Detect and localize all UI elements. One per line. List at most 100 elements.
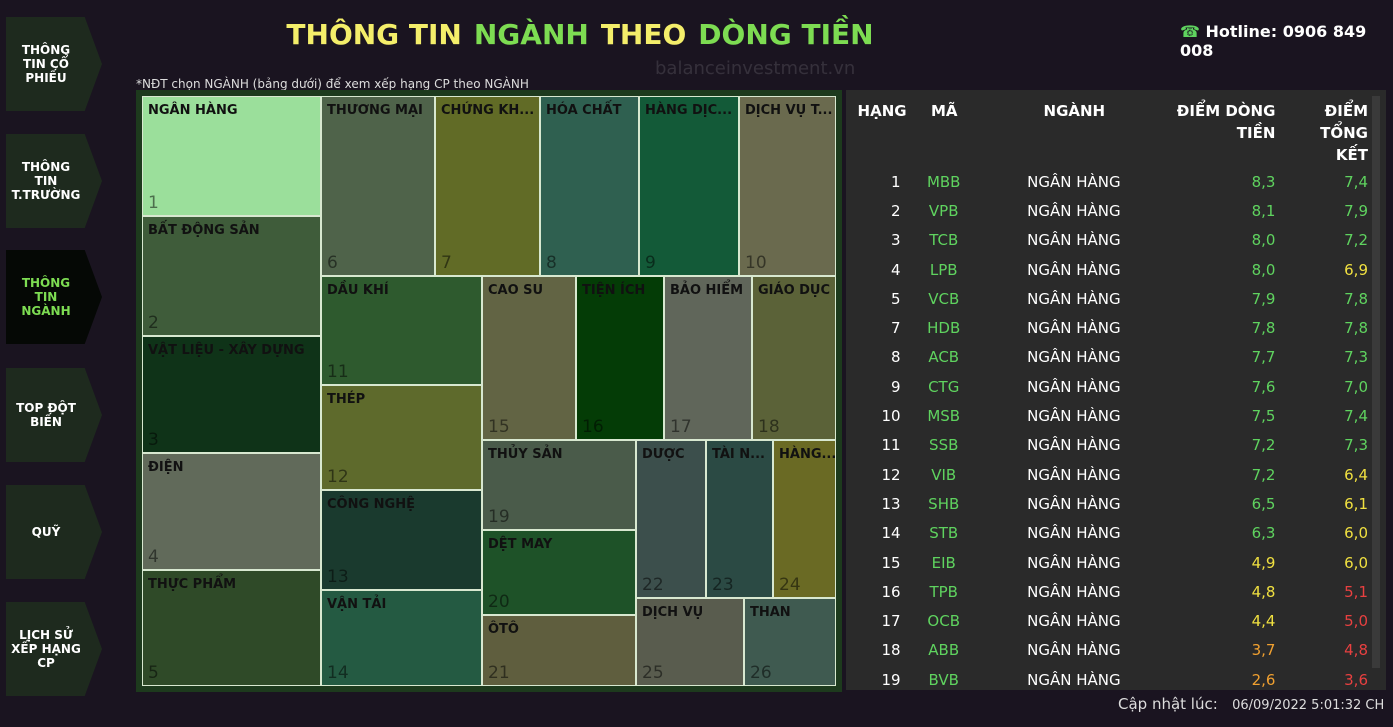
- rank-cell: 14: [881, 524, 901, 543]
- title-part: THÔNG TIN: [286, 18, 462, 51]
- treemap-tile[interactable]: HÀNG... 24: [773, 440, 836, 598]
- tile-rank: 20: [488, 592, 510, 612]
- industry-cell: NGÂN HÀNG: [1027, 407, 1121, 426]
- industry-cell: NGÂN HÀNG: [1027, 612, 1121, 631]
- treemap-tile[interactable]: HÀNG DỊC... 9: [639, 96, 739, 276]
- treemap-tile[interactable]: BẢO HIỂM 17: [664, 276, 752, 440]
- total-score-cell: 7,4: [1344, 172, 1368, 191]
- treemap-tile[interactable]: CAO SU 15: [482, 276, 576, 440]
- treemap-tile[interactable]: VẬN TẢI 14: [321, 590, 482, 686]
- nav-label: LỊCH SỬ XẾP HẠNG CP: [11, 628, 81, 670]
- column-header: ĐIỂM TỔNG KẾT: [1320, 102, 1368, 164]
- column-header: ĐIỂM DÒNG TIỀN: [1176, 102, 1276, 142]
- flow-score-cell: 6,5: [1251, 494, 1276, 513]
- table-row[interactable]: 2 VPB NGÂN HÀNG 8,1 7,9: [846, 196, 1376, 225]
- rank-cell: 19: [881, 670, 901, 689]
- tile-rank: 24: [779, 575, 801, 595]
- treemap-tile[interactable]: TIỆN ÍCH 16: [576, 276, 664, 440]
- nav-label: QUỸ: [31, 525, 61, 539]
- treemap-tile[interactable]: THỦY SẢN 19: [482, 440, 636, 530]
- tile-rank: 19: [488, 507, 510, 527]
- treemap-tile[interactable]: THƯƠNG MẠI 6: [321, 96, 435, 276]
- table-row[interactable]: 18 ABB NGÂN HÀNG 3,7 4,8: [846, 636, 1376, 665]
- tile-label: VẬT LIỆU - XÂY DỰNG: [148, 343, 305, 358]
- treemap-tile[interactable]: DỆT MAY 20: [482, 530, 636, 615]
- update-time: 06/09/2022 5:01:32 CH: [1232, 698, 1385, 713]
- treemap-tile[interactable]: DỊCH VỤ 25: [636, 598, 744, 686]
- tile-rank: 10: [745, 253, 767, 273]
- table-row[interactable]: 4 LPB NGÂN HÀNG 8,0 6,9: [846, 255, 1376, 284]
- tile-rank: 11: [327, 362, 349, 382]
- treemap: NGÂN HÀNG 1 BẤT ĐỘNG SẢN 2 VẬT LIỆU - XÂY DỰ…: [142, 96, 836, 686]
- scrollbar[interactable]: [1372, 96, 1380, 668]
- treemap-tile[interactable]: TÀI N... 23: [706, 440, 773, 598]
- table-row[interactable]: 3 TCB NGÂN HÀNG 8,0 7,2: [846, 226, 1376, 255]
- nav-button[interactable]: THÔNG TIN NGÀNH: [6, 250, 102, 344]
- code-cell: VIB: [931, 465, 957, 484]
- nav-button[interactable]: QUỸ: [6, 485, 102, 579]
- treemap-tile[interactable]: DẦU KHÍ 11: [321, 276, 482, 385]
- nav-button[interactable]: THÔNG TIN CỔ PHIẾU: [6, 17, 102, 111]
- table-row[interactable]: 10 MSB NGÂN HÀNG 7,5 7,4: [846, 401, 1376, 430]
- table-row[interactable]: 15 EIB NGÂN HÀNG 4,9 6,0: [846, 548, 1376, 577]
- tile-label: THƯƠNG MẠI: [327, 103, 423, 118]
- treemap-tile[interactable]: THỰC PHẨM 5: [142, 570, 321, 686]
- tile-rank: 6: [327, 253, 338, 273]
- treemap-tile[interactable]: ĐIỆN 4: [142, 453, 321, 570]
- treemap-tile[interactable]: HÓA CHẤT 8: [540, 96, 639, 276]
- flow-score-cell: 4,4: [1251, 612, 1276, 631]
- treemap-tile[interactable]: CÔNG NGHỆ 13: [321, 490, 482, 590]
- code-cell: SSB: [929, 436, 959, 455]
- treemap-tile[interactable]: DƯỢC 22: [636, 440, 706, 598]
- flow-score-cell: 8,0: [1251, 260, 1276, 279]
- tile-rank: 2: [148, 313, 159, 333]
- flow-score-cell: 8,3: [1251, 172, 1276, 191]
- total-score-cell: 7,3: [1344, 436, 1368, 455]
- treemap-tile[interactable]: DỊCH VỤ T... 10: [739, 96, 836, 276]
- table-row[interactable]: 14 STB NGÂN HÀNG 6,3 6,0: [846, 519, 1376, 548]
- industry-cell: NGÂN HÀNG: [1027, 172, 1121, 191]
- tile-label: THAN: [750, 605, 791, 620]
- code-cell: VPB: [928, 201, 959, 220]
- table-row[interactable]: 16 TPB NGÂN HÀNG 4,8 5,1: [846, 577, 1376, 606]
- table-row[interactable]: 19 BVB NGÂN HÀNG 2,6 3,6: [846, 665, 1376, 694]
- nav-button[interactable]: THÔNG TIN T.TRƯỜNG: [6, 134, 102, 228]
- flow-score-cell: 8,1: [1251, 201, 1276, 220]
- tile-label: HÀNG...: [779, 447, 836, 462]
- code-cell: OCB: [927, 612, 960, 631]
- title: THÔNG TIN NGÀNH THEO DÒNG TIỀN: [0, 18, 1160, 51]
- table-row[interactable]: 12 VIB NGÂN HÀNG 7,2 6,4: [846, 460, 1376, 489]
- industry-cell: NGÂN HÀNG: [1027, 524, 1121, 543]
- tile-label: BẤT ĐỘNG SẢN: [148, 223, 260, 238]
- treemap-tile[interactable]: GIÁO DỤC 18: [752, 276, 836, 440]
- industry-cell: NGÂN HÀNG: [1027, 201, 1121, 220]
- tile-rank: 14: [327, 663, 349, 683]
- table-row[interactable]: 7 HDB NGÂN HÀNG 7,8 7,8: [846, 313, 1376, 342]
- industry-cell: NGÂN HÀNG: [1027, 582, 1121, 601]
- tile-rank: 7: [441, 253, 452, 273]
- table-row[interactable]: 1 MBB NGÂN HÀNG 8,3 7,4: [846, 167, 1376, 196]
- treemap-tile[interactable]: NGÂN HÀNG 1: [142, 96, 321, 216]
- table-row[interactable]: 8 ACB NGÂN HÀNG 7,7 7,3: [846, 343, 1376, 372]
- treemap-tile[interactable]: VẬT LIỆU - XÂY DỰNG 3: [142, 336, 321, 453]
- tile-label: ĐIỆN: [148, 460, 184, 475]
- industry-cell: NGÂN HÀNG: [1027, 670, 1121, 689]
- treemap-tile[interactable]: ÔTÔ 21: [482, 615, 636, 686]
- treemap-tile[interactable]: THÉP 12: [321, 385, 482, 490]
- flow-score-cell: 7,5: [1251, 407, 1276, 426]
- column-header: HẠNG: [857, 102, 907, 120]
- table-row[interactable]: 5 VCB NGÂN HÀNG 7,9 7,8: [846, 284, 1376, 313]
- treemap-tile[interactable]: BẤT ĐỘNG SẢN 2: [142, 216, 321, 336]
- table-row[interactable]: 17 OCB NGÂN HÀNG 4,4 5,0: [846, 606, 1376, 635]
- rank-cell: 9: [891, 377, 901, 396]
- flow-score-cell: 7,9: [1251, 289, 1276, 308]
- treemap-tile[interactable]: THAN 26: [744, 598, 836, 686]
- table-row[interactable]: 11 SSB NGÂN HÀNG 7,2 7,3: [846, 431, 1376, 460]
- nav-button[interactable]: TOP ĐỘT BIẾN: [6, 368, 102, 462]
- code-cell: ABB: [928, 641, 960, 660]
- industry-cell: NGÂN HÀNG: [1027, 465, 1121, 484]
- table-row[interactable]: 13 SHB NGÂN HÀNG 6,5 6,1: [846, 489, 1376, 518]
- treemap-tile[interactable]: CHỨNG KH... 7: [435, 96, 540, 276]
- nav-button[interactable]: LỊCH SỬ XẾP HẠNG CP: [6, 602, 102, 696]
- table-row[interactable]: 9 CTG NGÂN HÀNG 7,6 7,0: [846, 372, 1376, 401]
